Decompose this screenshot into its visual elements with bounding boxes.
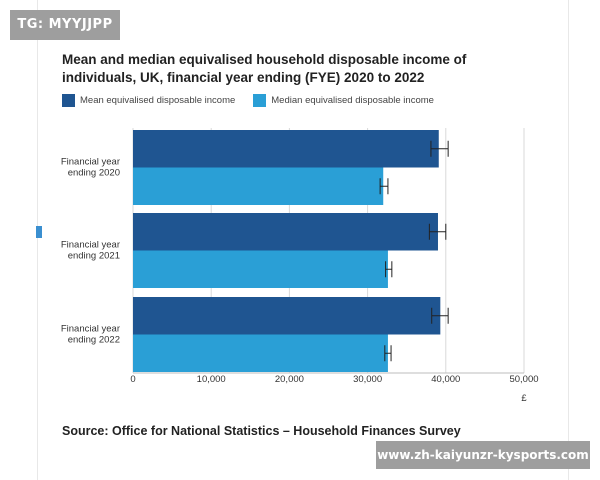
bar-mean-0 xyxy=(133,130,439,168)
watermark-top: TG: MYYJJPP xyxy=(10,10,120,40)
legend-item-mean: Mean equivalised disposable income xyxy=(62,93,236,107)
error-bar-median-2 xyxy=(384,345,392,362)
side-marker xyxy=(36,226,42,238)
category-label-2: Financial year ending 2022 xyxy=(61,324,120,346)
bar-median-0 xyxy=(133,167,384,205)
error-bar-mean-2 xyxy=(431,307,449,324)
x-tick-label-3: 30,000 xyxy=(353,374,382,385)
x-tick-label-0: 0 xyxy=(130,374,135,385)
x-axis-label: £ xyxy=(521,393,527,404)
x-tick-label-4: 40,000 xyxy=(431,374,460,385)
legend-swatch-mean xyxy=(62,93,75,107)
category-label-1: Financial year ending 2021 xyxy=(61,240,120,262)
legend-label-mean: Mean equivalised disposable income xyxy=(80,94,236,106)
bar-median-2 xyxy=(133,334,388,372)
x-tick-label-2: 20,000 xyxy=(275,374,304,385)
legend-label-median: Median equivalised disposable income xyxy=(271,94,434,106)
category-label-0: Financial year ending 2020 xyxy=(61,157,120,179)
legend-item-median: Median equivalised disposable income xyxy=(253,93,434,107)
bar-median-1 xyxy=(133,250,388,288)
error-bar-mean-0 xyxy=(430,140,449,157)
error-bar-median-1 xyxy=(385,261,393,278)
chart-title: Mean and median equivalised household di… xyxy=(62,52,467,85)
bar-mean-1 xyxy=(133,213,438,251)
error-bar-median-0 xyxy=(379,178,389,195)
x-tick-label-5: 50,000 xyxy=(509,374,538,385)
x-tick-label-1: 10,000 xyxy=(197,374,226,385)
bar-mean-2 xyxy=(133,297,441,335)
legend-swatch-median xyxy=(253,93,267,107)
watermark-bottom: www.zh-kaiyunzr-kysports.com xyxy=(376,441,590,469)
error-bar-mean-1 xyxy=(428,223,447,240)
source-note: Source: Office for National Statistics –… xyxy=(62,424,461,438)
legend: Mean equivalised disposable income Media… xyxy=(62,92,452,108)
